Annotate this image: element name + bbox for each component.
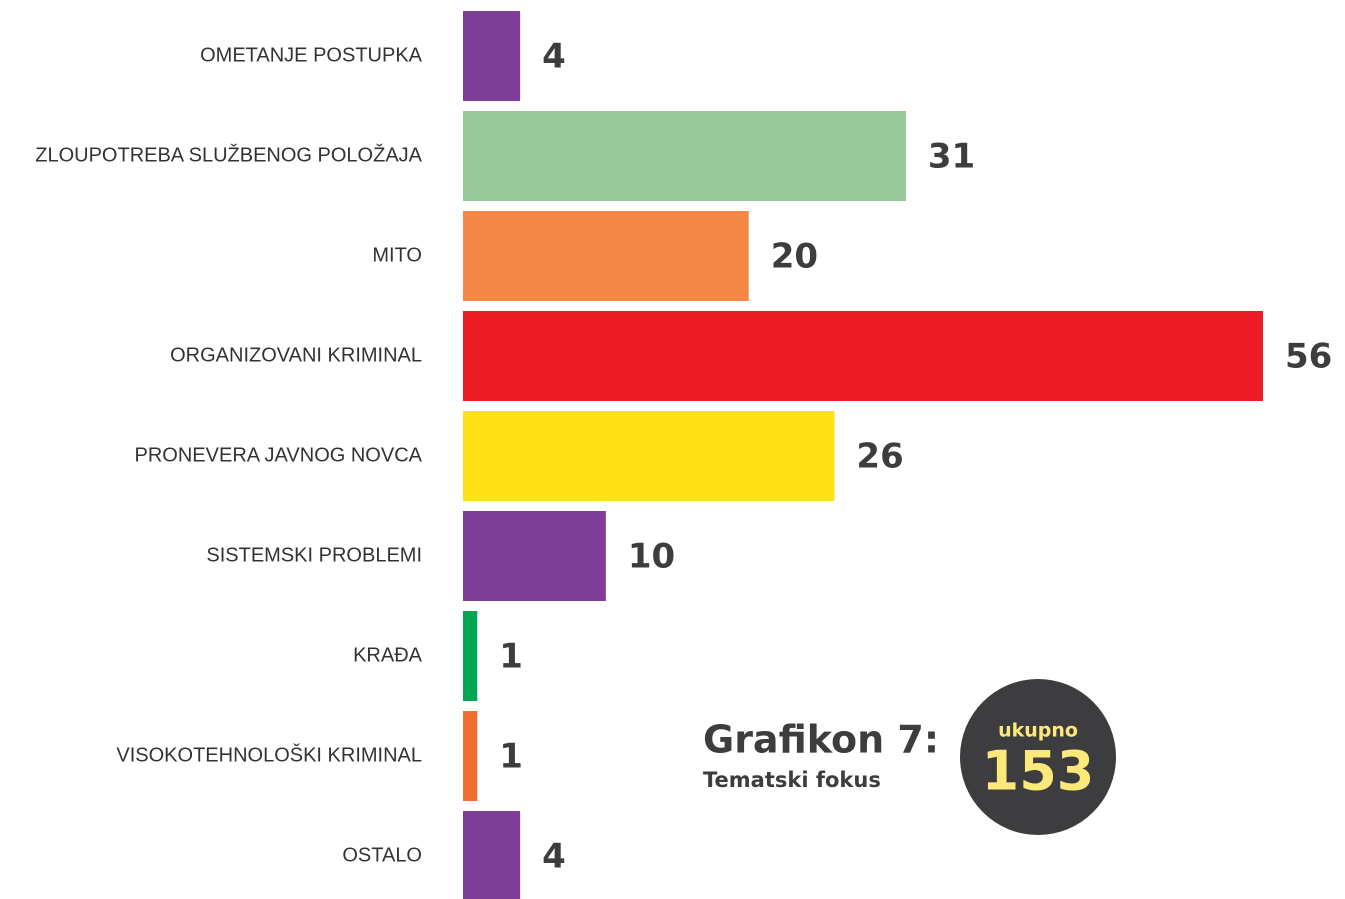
category-label: ORGANIZOVANI KRIMINAL	[170, 344, 422, 366]
total-value: 153	[982, 740, 1095, 803]
value-label: 1	[499, 737, 523, 777]
category-label: SISTEMSKI PROBLEMI	[206, 544, 422, 566]
bar	[463, 11, 521, 101]
total-label: ukupno	[998, 720, 1078, 742]
category-label: OSTALO	[342, 844, 422, 866]
value-label: 31	[928, 137, 975, 177]
bar	[463, 411, 835, 501]
value-label: 4	[542, 837, 566, 877]
category-label: ZLOUPOTREBA SLUŽBENOG POLOŽAJA	[35, 143, 422, 166]
value-label: 10	[628, 537, 675, 577]
bar	[463, 511, 606, 601]
category-label: PRONEVERA JAVNOG NOVCA	[135, 444, 423, 466]
value-label: 20	[771, 237, 818, 277]
bar	[463, 211, 749, 301]
category-label: VISOKOTEHNOLOŠKI KRIMINAL	[116, 743, 422, 766]
total-badge	[960, 679, 1116, 835]
value-label: 4	[542, 37, 566, 77]
bar	[463, 111, 906, 201]
category-label: OMETANJE POSTUPKA	[200, 44, 423, 66]
bar	[463, 811, 521, 899]
value-label: 26	[856, 437, 903, 477]
bar	[463, 311, 1263, 401]
value-label: 1	[499, 637, 523, 677]
chart-title: Grafikon 7:	[703, 718, 939, 762]
bar	[463, 611, 478, 701]
category-label: MITO	[372, 244, 422, 266]
chart-subtitle: Tematski fokus	[703, 768, 881, 792]
value-label: 56	[1285, 337, 1332, 377]
bar	[463, 711, 478, 801]
category-label: KRAĐA	[353, 644, 423, 666]
